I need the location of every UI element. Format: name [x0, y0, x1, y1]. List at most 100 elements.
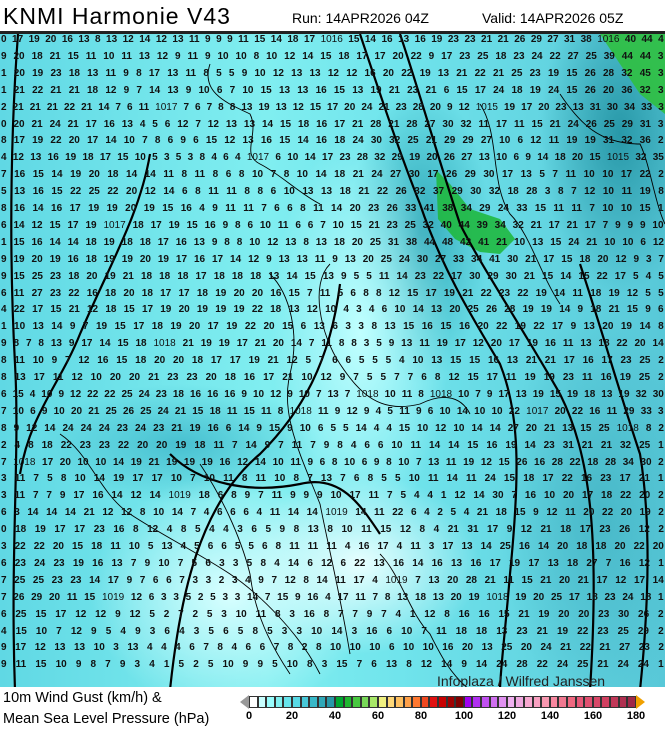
gust-value: 23 [516, 625, 528, 637]
gust-value: 13 [450, 557, 463, 569]
gust-value: 23 [599, 524, 611, 536]
gust-value: 12 [122, 34, 134, 45]
gust-value: 26 [122, 405, 135, 417]
gust-value: 10 [12, 405, 24, 417]
gust-value: 6 [230, 507, 236, 519]
gust-value: 21 [577, 574, 589, 586]
gust-value: 16 [421, 321, 433, 333]
gust-value: 14 [302, 50, 314, 62]
gust-value: 7 [190, 507, 197, 519]
gust-value: 24 [531, 50, 543, 62]
gust-value: 15 [580, 422, 592, 434]
gust-value: 17 [107, 574, 119, 586]
gust-value: 6 [270, 186, 277, 198]
gust-value: 22 [354, 557, 366, 569]
gust-value: 21 [368, 219, 380, 231]
gust-value: 16 [204, 219, 216, 231]
colorbar-box [334, 696, 344, 708]
gust-value-row: 3 11 7 7 9 17 16 14 12 14 1019 18 6 8 9 7 11 9 9 9 10 17 11 7 5 4… [1, 489, 664, 503]
gust-value: 15 [450, 355, 462, 367]
gust-value: 14 [93, 473, 105, 485]
colorbar-box [274, 696, 284, 708]
gust-value: 21 [182, 338, 194, 350]
gust-value: 9 [366, 608, 373, 620]
gust-value: 19 [200, 338, 212, 350]
gust-value: 11 [505, 372, 517, 383]
gust-value: 13 [167, 84, 179, 96]
gust-value: 8 [293, 524, 300, 536]
gust-value: 12 [237, 456, 249, 468]
gust-value: 14 [64, 507, 76, 519]
gust-value: 19 [443, 287, 455, 299]
gust-value: 24 [138, 388, 150, 400]
gust-value: 25 [477, 50, 489, 62]
gust-value: 6 [216, 507, 223, 519]
gust-value: 2 [218, 574, 225, 586]
gust-value: 7 [1, 169, 7, 181]
gust-value: 22 [571, 405, 584, 417]
gust-value: 19 [248, 355, 260, 367]
gust-value: 23 [562, 372, 574, 383]
gust-value: 15 [514, 507, 526, 519]
gust-value: 11 [401, 388, 413, 400]
gust-value: 25 [638, 372, 651, 383]
gust-value: 13 [583, 321, 595, 333]
gust-value: 20 [525, 422, 537, 434]
gust-value: 16 [524, 490, 537, 502]
gust-value: 10 [103, 50, 115, 62]
gust-value: 2 [197, 591, 204, 603]
gust-value: 6 [657, 304, 664, 316]
gust-value: 9 [279, 524, 286, 536]
gust-value: 12 [284, 574, 296, 586]
gust-value: 10 [74, 473, 86, 485]
gust-value: 4 [368, 304, 375, 316]
gust-value: 11 [313, 203, 324, 214]
gust-value: 32 [414, 186, 426, 198]
gust-value: 34 [494, 219, 506, 231]
gust-value: 9 [339, 372, 346, 383]
gust-value: 15 [380, 524, 392, 536]
colorbar-tick-label: 40 [328, 710, 342, 722]
colorbar-box [257, 696, 267, 708]
gust-value: 12 [177, 118, 189, 130]
colorbar-box [386, 696, 396, 708]
gust-value: 21 [254, 338, 266, 350]
gust-value: 10 [259, 219, 271, 231]
gust-value-row: 9 20 18 21 15 11 10 11 13 12 9 11 9 10 10 8 10 12 14 15 18 17… [1, 50, 664, 64]
gust-value: 11 [582, 372, 593, 383]
gust-value: 14 [448, 439, 460, 451]
gust-value: 4 [161, 642, 167, 654]
gust-value: 7 [115, 101, 121, 113]
gust-value: 8 [337, 439, 343, 451]
gust-value: 17 [620, 169, 633, 181]
gust-value: 34 [460, 203, 472, 214]
gust-value: 16 [316, 118, 328, 130]
gust-value: 14 [315, 169, 327, 181]
gust-value: 17 [42, 456, 54, 468]
gust-value: 13 [74, 642, 86, 654]
gust-value: 18 [151, 321, 163, 333]
gust-value: 23 [50, 67, 62, 79]
gust-value-row: 1 21 22 21 21 18 12 9 7 14 13 9 10 6 7 10 15 13 13 16 15 13 19… [1, 84, 664, 98]
gust-value: 18 [85, 236, 97, 248]
gust-value: 9 [75, 659, 82, 671]
gust-value-row: 3 11 7 5 8 10 14 19 17 17 10 7 10 11 8 11 10 8 7 13 7 6 8 5 5 10 1… [1, 472, 664, 486]
gust-value: 6 [640, 236, 646, 248]
gust-value: 12 [458, 101, 470, 113]
gust-value: 20 [233, 287, 245, 299]
gust-value: 8 [136, 67, 142, 79]
gust-value: 19 [157, 253, 169, 265]
gust-value: 14 [32, 203, 44, 214]
gust-value: 19 [215, 287, 227, 299]
gust-value: 5 [105, 625, 112, 637]
gust-value: 11 [255, 473, 267, 485]
coastline [318, 263, 471, 415]
gust-value: 21 [282, 372, 294, 383]
gust-value: 4 [166, 524, 173, 536]
gust-value: 15 [269, 422, 281, 434]
colorbar-box [377, 696, 387, 708]
gust-value: 14 [286, 270, 298, 282]
gust-value: 21 [378, 101, 390, 113]
gust-value: 9 [241, 388, 247, 400]
gust-value: 16 [518, 541, 530, 552]
